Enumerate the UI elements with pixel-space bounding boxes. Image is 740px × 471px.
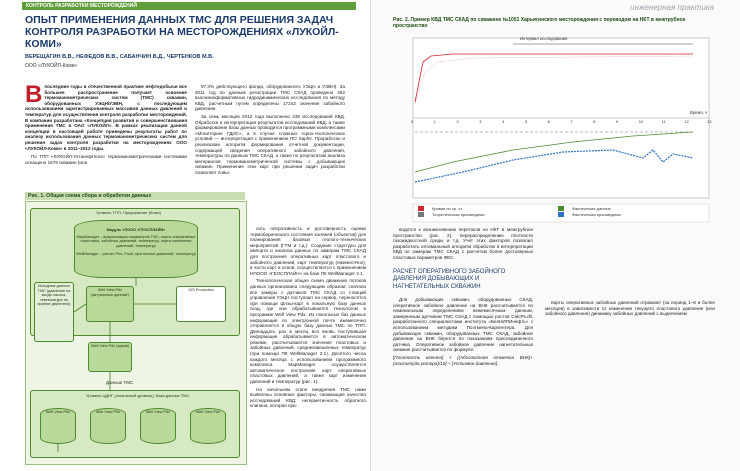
x-axis-title: Время, ч [690,110,708,115]
x-ticks: 0 1 2 3 4 5 6 7 8 9 10 11 12 13 [411,119,712,125]
paragraph: Технологическая общая схема движения пот… [250,278,366,385]
authors: ВЕРЕЩАГИН В.В., НЕФЕДОВ В.В., САБАНЧИН В… [25,54,214,60]
paragraph: Карты оперативных забойных давлений отра… [545,300,715,317]
figure-caption: Рис. 1. Общая схема сбора и обработки да… [25,192,245,200]
x-tick-label: 1 [433,119,436,124]
drop-cap: В [25,81,43,108]
lead: последние годы в отечественной практике … [25,84,187,151]
paragraph: водится к возникновению перетоков из НКТ… [393,227,533,260]
x-tick-label: 10 [638,119,644,124]
column-2: 97,3% действующего фонда, оборудованного… [195,84,345,178]
local-db: Well View Pdx [140,408,176,444]
local-db: Well View Pdx [190,408,226,444]
x-tick-label: 12 [684,119,689,124]
company: ООО «ЛУКОЙЛ-Коми» [25,63,78,69]
legend-entry: Теоретическая производная [418,212,485,217]
box-title: Модуль «ПООО «ГЕОСПЛАЙН» [106,228,166,232]
local-db: Well View Pdx [40,408,76,444]
x-tick-label: 8 [593,119,596,124]
level-label: Уровень ЦДНГ (локальный уровень), База д… [86,393,190,398]
figure-2 [412,37,710,223]
data-label: Данные ТМС [106,380,134,385]
formula: [Плотность агента] × [(Абсолютная отметк… [393,355,533,366]
x-tick-label: 4 [502,119,505,124]
x-tick-label: 9 [615,119,619,124]
x-tick-label: 3 [479,119,482,124]
x-tick-label: 5 [524,119,528,124]
x-tick-label: 13 [707,119,712,124]
figure-caption: Рис. 2. Пример КВД ТМС СКАД по скважине … [393,17,686,29]
ois-box: OIS Production [176,286,226,322]
wvp-archive: Well View Pdx (архив) [88,342,132,372]
section-label: КОНТРОЛЬ РАЗРАБОТКИ МЕСТОРОЖДЕНИЙ [22,2,356,10]
legend-entry: Кривая по ср. ст. [418,206,463,211]
db-cylinder: Модуль «ПООО «ГЕОСПЛАЙН» MapManager – ви… [74,220,198,278]
paragraph: Для добывающих скважин, оборудованных СК… [393,297,533,353]
section-label: инженерная практика [630,3,714,12]
source-box: Исходные данные ТМС (давление на входе н… [34,282,74,342]
column-4: водится к возникновению перетоков из НКТ… [393,227,533,368]
x-tick-label: 0 [411,119,414,124]
paragraph: За семь месяцев 2012 года выполнено 239 … [195,113,345,175]
paragraph: На начальном этапе внедрения ТМС нами вы… [250,386,366,409]
level-label: Уровень ТПП, Предприятие (Коми) [96,210,161,215]
lead-column: В последние годы в отечественной практик… [25,81,187,165]
chart-annotation: Интервал исследования [520,36,568,41]
x-tick-label: 2 [456,119,459,124]
paragraph: 97,3% действующего фонда, оборудованного… [195,84,345,112]
column-5: Карты оперативных забойных давлений отра… [545,300,715,319]
figure-1: Уровень ТПП, Предприятие (Коми) Модуль «… [25,201,247,465]
box-text: WellManager – расчет Рпл, Рзаб, прогнозн… [76,252,196,256]
legend-entry: Фактическая производная [558,212,621,217]
box-text: MapManager – визуализация параметров ТМС… [76,234,196,248]
x-tick-label: 11 [661,119,666,124]
column-3: сить оперативность и достоверность оценк… [250,226,366,411]
wvp-box: Well View Pdx (актуальные данные) [86,286,134,322]
article-title: ОПЫТ ПРИМЕНЕНИЯ ДАННЫХ ТМС ДЛЯ РЕШЕНИЯ З… [25,14,339,50]
x-tick-label: 7 [570,119,573,124]
local-db: Well View Pdx [90,408,126,444]
lead-tail: По ТПП «ЛУКОЙЛ-Ухтанефтегаз» термоманоме… [25,154,187,165]
legend-entry: Фактические данные [558,206,611,211]
paragraph: сить оперативность и достоверность оценк… [250,226,366,276]
section-heading: РАСЧЕТ ОПЕРАТИВНОГО ЗАБОЙНОГО ДАВЛЕНИЯ Д… [393,268,506,290]
x-tick-label: 6 [547,119,550,124]
arrows [57,278,176,452]
